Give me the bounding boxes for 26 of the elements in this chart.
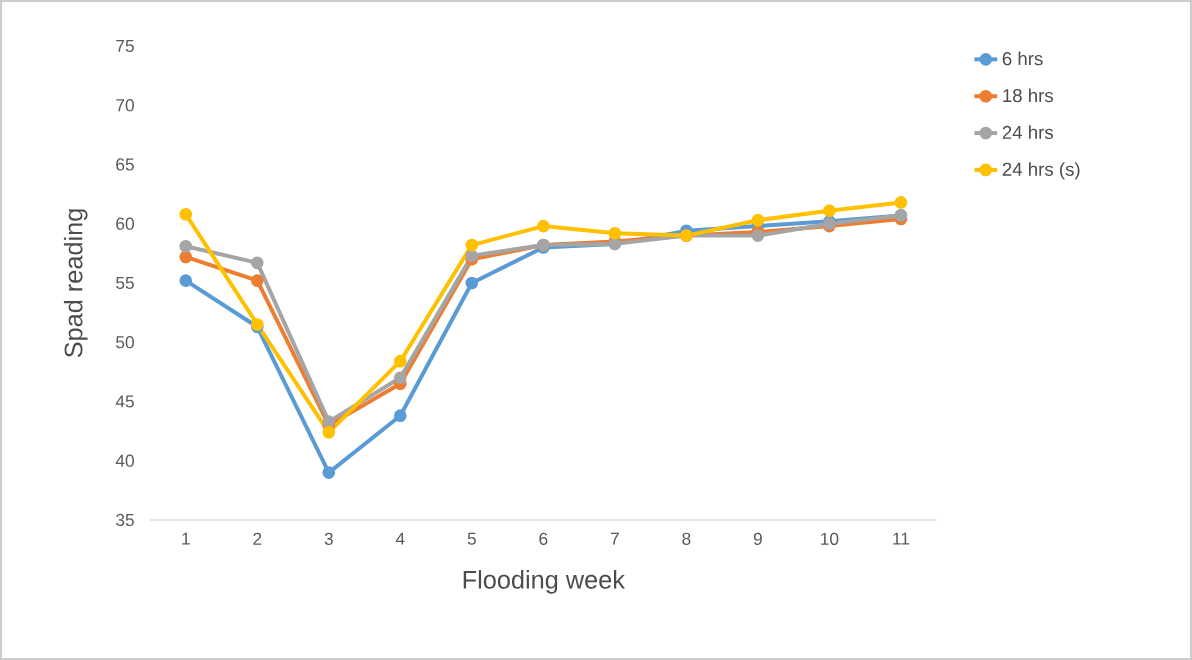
x-tick-label: 3 [324,532,333,545]
x-axis-title: Flooding week [463,570,625,594]
y-tick-label: 45 [115,395,134,408]
y-tick-label: 60 [116,217,134,230]
x-tick-label: 5 [467,532,476,545]
legend-label: 24 hrs [1002,125,1053,140]
x-tick-label: 2 [253,532,262,545]
legend-label: 18 hrs [1003,88,1053,103]
x-tick-label: 10 [821,532,839,545]
y-tick-label: 65 [116,158,134,171]
y-tick-label: 75 [116,39,134,53]
x-tick-label: 1 [182,532,190,545]
x-tick-label: 8 [682,532,691,545]
x-tick-label: 11 [893,532,910,545]
y-tick-label: 50 [116,336,134,349]
y-tick-label: 55 [116,276,134,290]
x-tick-label: 9 [753,532,762,545]
y-tick-label: 70 [116,99,134,112]
legend-label: 6 hrs [1002,51,1043,66]
x-tick-label: 7 [610,532,619,545]
x-tick-label: 6 [539,532,548,545]
x-tick-label: 4 [395,532,405,545]
y-tick-label: 35 [116,513,134,527]
y-tick-label: 40 [115,454,134,467]
y-axis-title: Spad reading [63,209,88,358]
legend-label: 24 hrs (s) [1002,162,1080,180]
